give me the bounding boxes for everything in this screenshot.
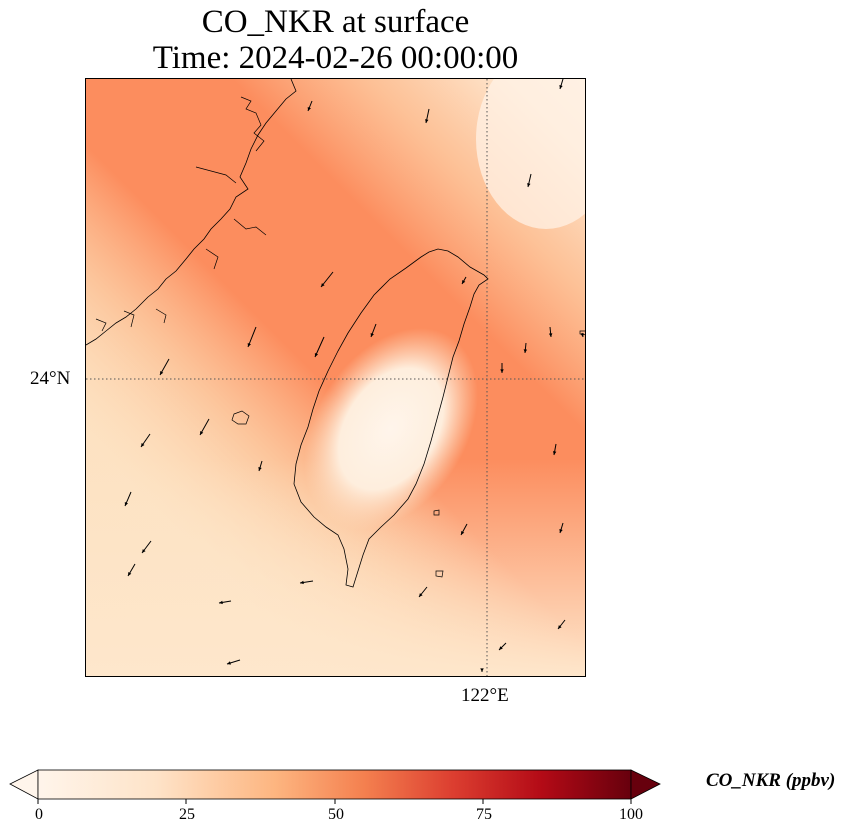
wind-arrow (247, 326, 257, 348)
orchid-island (435, 570, 444, 578)
wind-arrow (480, 668, 484, 672)
colorbar-min-extension (9, 769, 39, 800)
map-title: CO_NKR at surface (201, 4, 470, 40)
china-coastline (86, 79, 297, 346)
wind-arrow (559, 522, 564, 534)
colorbar-max-extension (630, 769, 661, 800)
wind-arrow (552, 443, 557, 456)
wind-arrow (124, 491, 132, 507)
colorbar-tick-label-25: 25 (179, 806, 195, 823)
penghu-islands (231, 410, 250, 425)
wind-arrow (548, 326, 553, 338)
wind-arrow (527, 173, 532, 188)
wind-arrow (199, 418, 210, 436)
wind-arrow (425, 108, 430, 124)
colorbar-tick-label-0: 0 (35, 806, 43, 823)
wind-arrow (307, 100, 313, 112)
wind-arrow (418, 586, 428, 598)
green-island (433, 509, 440, 516)
colorbar-gradient (37, 769, 632, 800)
map-panel (85, 78, 586, 677)
wind-arrow (127, 563, 136, 577)
wind-arrow (258, 460, 263, 472)
colorbar-tick-label-50: 50 (328, 806, 344, 823)
wind-arrow (226, 659, 241, 665)
map-subtitle: Time: 2024-02-26 00:00:00 (152, 40, 519, 76)
wind-arrow (498, 642, 507, 651)
concentration-map (86, 79, 585, 676)
colorbar (9, 769, 661, 804)
china-coast-detail (95, 96, 267, 332)
northeast-low-concentration (476, 79, 585, 229)
colorbar-tick-label-100: 100 (619, 806, 643, 823)
colorbar-tick-label-75: 75 (476, 806, 492, 823)
wind-arrow (559, 79, 564, 90)
wind-arrow (299, 580, 314, 585)
latitude-tick-label: 24°N (30, 368, 71, 389)
wind-arrow (218, 600, 232, 605)
wind-arrow (320, 271, 334, 288)
wind-arrow (370, 323, 377, 338)
taiwan-coastline (293, 248, 489, 588)
yonaguni-islet (579, 330, 585, 336)
colorbar-label: CO_NKR (ppbv) (706, 770, 836, 791)
wind-arrow (461, 276, 467, 285)
wind-arrow (557, 619, 566, 630)
wind-arrow (141, 540, 152, 554)
wind-arrow (460, 523, 468, 536)
wind-arrow (314, 336, 325, 358)
wind-vector-layer (124, 79, 584, 672)
wind-arrow (159, 358, 170, 376)
wind-arrow (500, 363, 504, 373)
wind-arrow (523, 342, 528, 354)
longitude-tick-label: 122°E (461, 685, 509, 706)
wind-arrow (580, 332, 584, 338)
wind-arrow (140, 433, 151, 448)
